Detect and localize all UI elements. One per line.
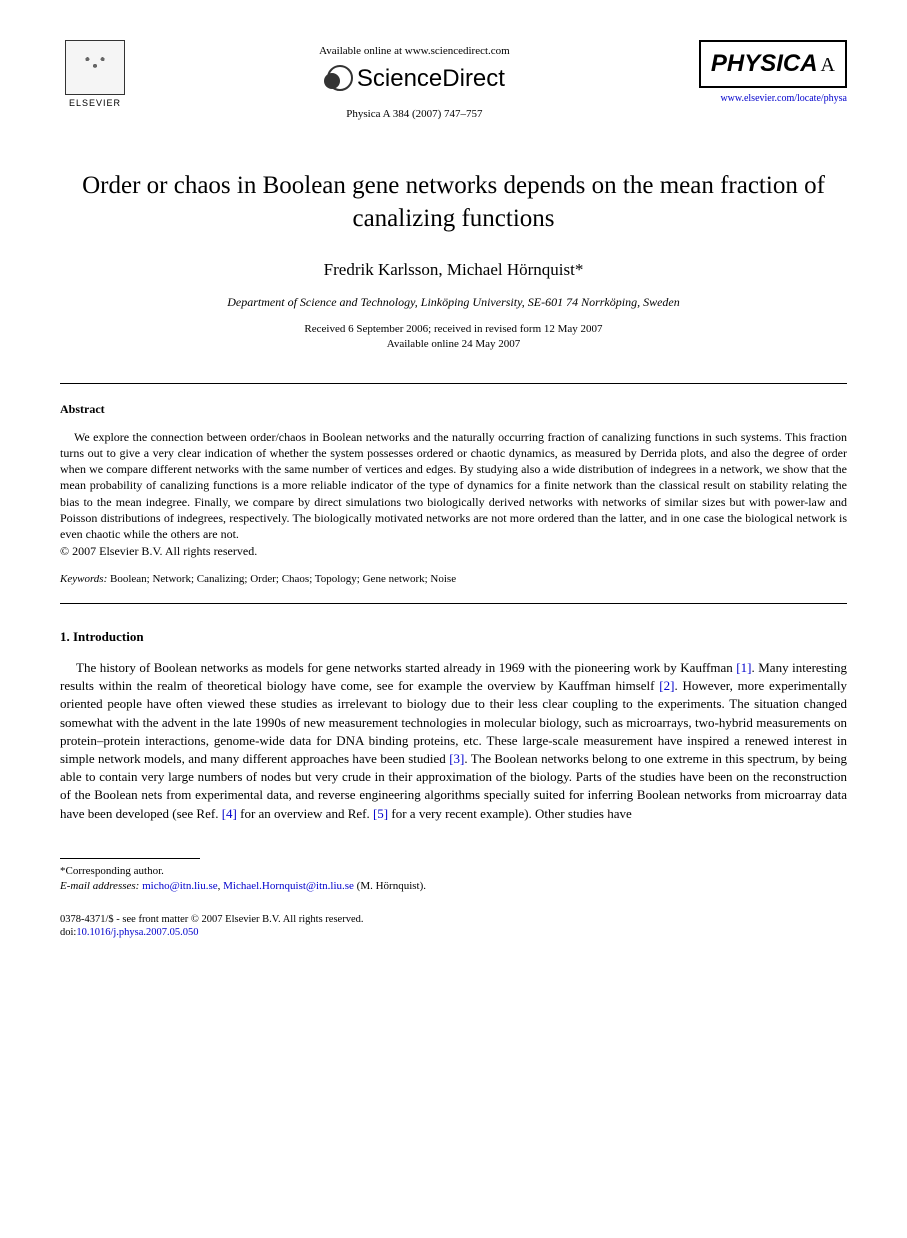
divider-top <box>60 383 847 384</box>
authors: Fredrik Karlsson, Michael Hörnquist* <box>60 260 847 280</box>
dates-received: Received 6 September 2006; received in r… <box>60 322 847 337</box>
introduction-paragraph: The history of Boolean networks as model… <box>60 659 847 823</box>
email-link-2[interactable]: Michael.Hornquist@itn.liu.se <box>223 880 354 892</box>
available-online-text: Available online at www.sciencedirect.co… <box>130 45 699 57</box>
email-author-name: (M. Hörnquist). <box>354 880 426 892</box>
email-label: E-mail addresses: <box>60 880 139 892</box>
keywords-label: Keywords: <box>60 573 107 585</box>
physica-letter: A <box>821 54 835 76</box>
citation-link[interactable]: [4] <box>222 806 237 821</box>
issn-line: 0378-4371/$ - see front matter © 2007 El… <box>60 913 847 927</box>
citation-link[interactable]: [2] <box>659 678 674 693</box>
dates-available: Available online 24 May 2007 <box>60 337 847 352</box>
doi-line: doi:10.1016/j.physa.2007.05.050 <box>60 926 847 940</box>
footnote-rule <box>60 858 200 859</box>
journal-url-link[interactable]: www.elsevier.com/locate/physa <box>699 93 847 104</box>
keywords-block: Keywords: Boolean; Network; Canalizing; … <box>60 573 847 585</box>
elsevier-tree-icon <box>65 40 125 95</box>
doi-label: doi: <box>60 927 76 938</box>
publisher-name: ELSEVIER <box>69 98 121 108</box>
email-link-1[interactable]: micho@itn.liu.se <box>142 880 218 892</box>
article-dates: Received 6 September 2006; received in r… <box>60 322 847 353</box>
sciencedirect-label: ScienceDirect <box>357 65 505 93</box>
email-line: E-mail addresses: micho@itn.liu.se, Mich… <box>60 879 847 894</box>
issn-block: 0378-4371/$ - see front matter © 2007 El… <box>60 913 847 940</box>
divider-bottom <box>60 603 847 604</box>
physica-logo-box: PHYSICAA <box>699 40 847 88</box>
physica-text: PHYSICA <box>711 50 818 77</box>
copyright-line: © 2007 Elsevier B.V. All rights reserved… <box>60 544 847 559</box>
elsevier-logo: ELSEVIER <box>60 40 130 125</box>
sciencedirect-icon <box>324 65 352 93</box>
abstract-text: We explore the connection between order/… <box>60 429 847 542</box>
doi-link[interactable]: 10.1016/j.physa.2007.05.050 <box>76 927 198 938</box>
corresponding-author-note: *Corresponding author. <box>60 864 847 879</box>
affiliation: Department of Science and Technology, Li… <box>60 295 847 310</box>
abstract-heading: Abstract <box>60 402 847 417</box>
center-header: Available online at www.sciencedirect.co… <box>130 40 699 120</box>
keywords-list: Boolean; Network; Canalizing; Order; Cha… <box>107 573 456 585</box>
citation-link[interactable]: [1] <box>736 660 751 675</box>
article-title: Order or chaos in Boolean gene networks … <box>60 170 847 235</box>
header-row: ELSEVIER Available online at www.science… <box>60 40 847 125</box>
journal-reference: Physica A 384 (2007) 747–757 <box>130 108 699 120</box>
citation-link[interactable]: [5] <box>373 806 388 821</box>
journal-logo-block: PHYSICAA www.elsevier.com/locate/physa <box>699 40 847 104</box>
introduction-heading: 1. Introduction <box>60 629 847 645</box>
citation-link[interactable]: [3] <box>449 751 464 766</box>
sciencedirect-logo: ScienceDirect <box>130 65 699 93</box>
